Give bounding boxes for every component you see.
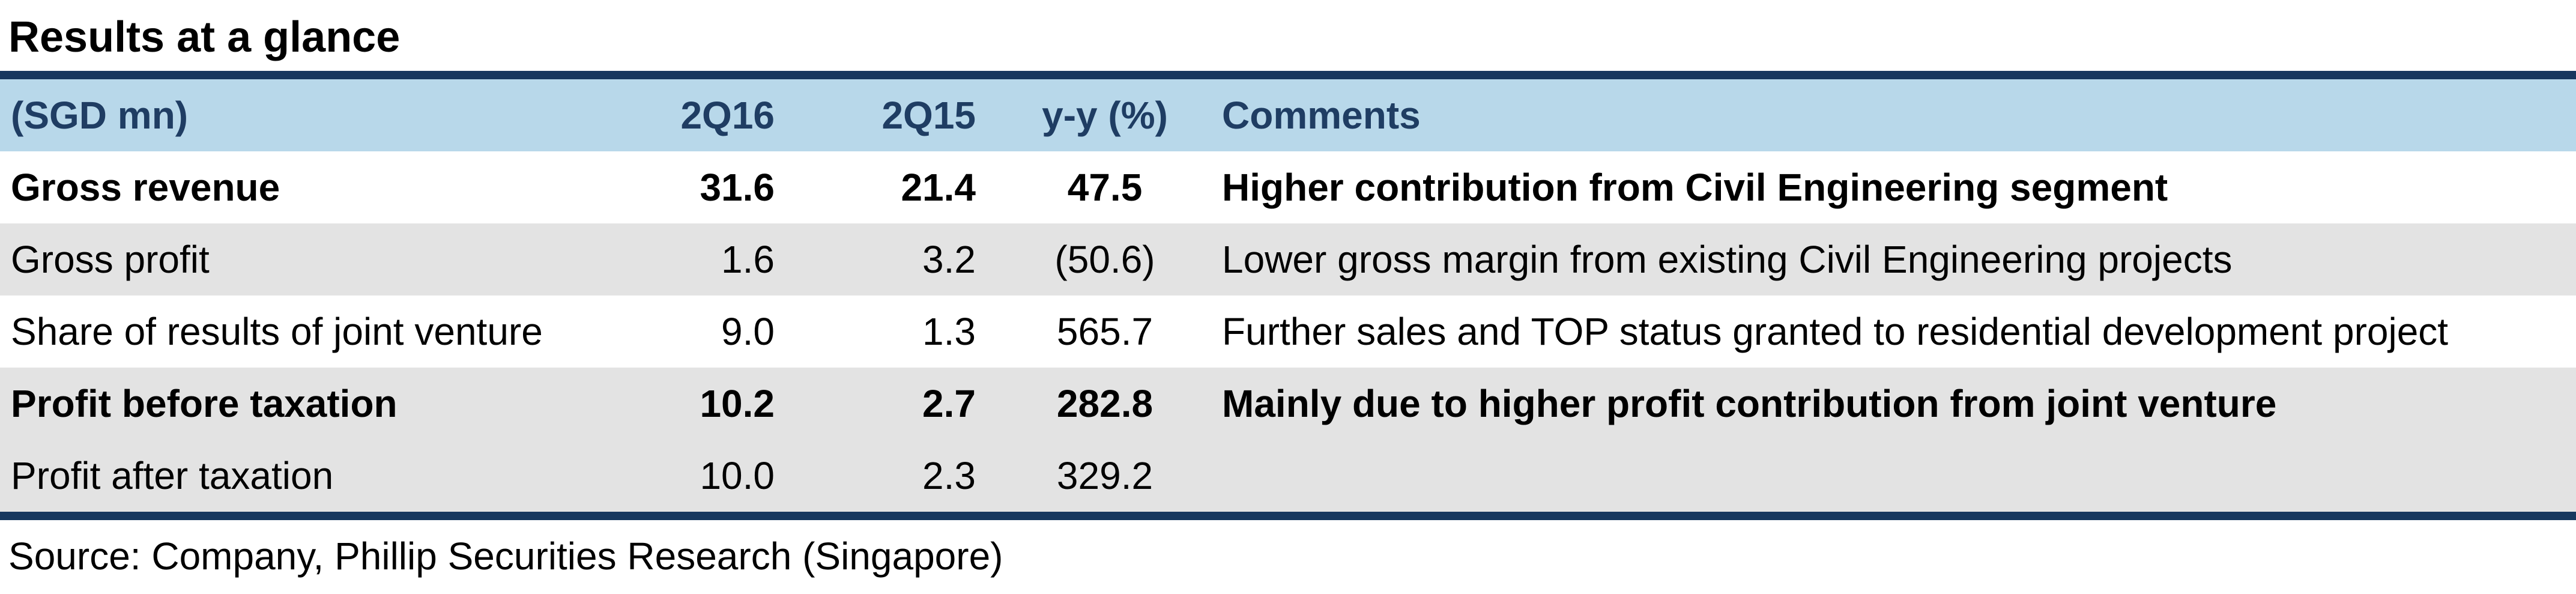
value-yy: 565.7	[1056, 310, 1153, 353]
header-2q16: 2Q16	[680, 94, 775, 137]
value-2q15: 3.2	[922, 238, 976, 281]
row-comment: Higher contribution from Civil Engineeri…	[1222, 166, 2168, 209]
row-comment: Lower gross margin from existing Civil E…	[1222, 238, 2233, 281]
row-label: Profit before taxation	[11, 382, 398, 425]
table-row: Gross revenue 31.6 21.4 47.5 Higher cont…	[0, 151, 2576, 223]
row-label: Share of results of joint venture	[11, 310, 543, 353]
table-row: Share of results of joint venture 9.0 1.…	[0, 295, 2576, 368]
row-label: Profit after taxation	[11, 454, 334, 497]
header-yy: y-y (%)	[1042, 94, 1168, 137]
value-2q15: 2.7	[922, 382, 976, 425]
value-yy: 282.8	[1056, 382, 1153, 425]
value-2q15: 21.4	[901, 166, 976, 209]
table-title: Results at a glance	[8, 13, 401, 61]
table-row: Gross profit 1.6 3.2 (50.6) Lower gross …	[0, 223, 2576, 295]
header-label: (SGD mn)	[11, 94, 189, 137]
value-yy: 47.5	[1067, 166, 1143, 209]
value-yy: 329.2	[1056, 454, 1153, 497]
table-row: Profit after taxation 10.0 2.3 329.2	[0, 440, 2576, 512]
table-header-row: (SGD mn) 2Q16 2Q15 y-y (%) Comments	[0, 79, 2576, 151]
header-2q15: 2Q15	[881, 94, 976, 137]
value-2q16: 10.2	[700, 382, 775, 425]
bottom-rule	[0, 512, 2576, 520]
table-row: Profit before taxation 10.2 2.7 282.8 Ma…	[0, 368, 2576, 440]
top-rule	[0, 71, 2576, 79]
value-yy: (50.6)	[1054, 238, 1155, 281]
header-comments: Comments	[1222, 94, 1421, 137]
row-label: Gross profit	[11, 238, 210, 281]
value-2q16: 9.0	[721, 310, 775, 353]
value-2q15: 2.3	[922, 454, 976, 497]
row-label: Gross revenue	[11, 166, 280, 209]
value-2q16: 10.0	[700, 454, 775, 497]
source-note: Source: Company, Phillip Securities Rese…	[8, 535, 1003, 578]
value-2q16: 1.6	[721, 238, 775, 281]
row-comment: Further sales and TOP status granted to …	[1222, 310, 2449, 353]
value-2q15: 1.3	[922, 310, 976, 353]
row-comment: Mainly due to higher profit contribution…	[1222, 382, 2277, 425]
value-2q16: 31.6	[700, 166, 775, 209]
